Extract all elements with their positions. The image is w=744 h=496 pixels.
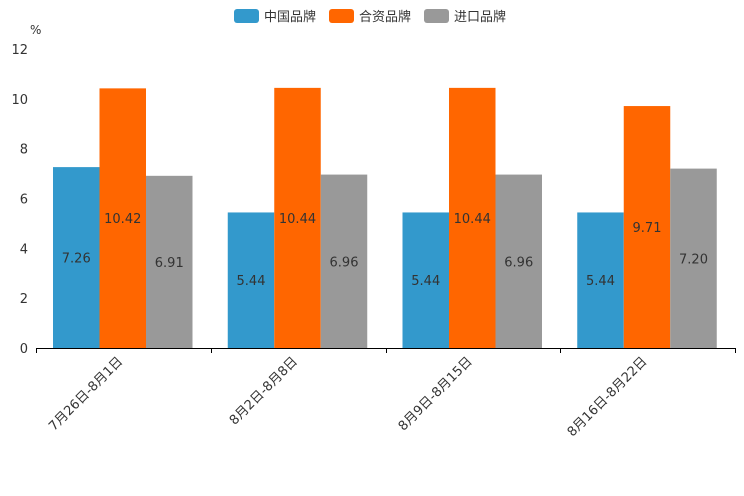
bar-value-label: 7.26 [62, 252, 91, 267]
bar-series-1-cat-3 [623, 106, 671, 348]
y-tick-label: 8 [20, 143, 28, 158]
bar-value-label: 7.20 [679, 252, 708, 267]
x-category-label: 8月2日-8月8日 [227, 354, 301, 428]
y-tick-label: 2 [20, 292, 28, 307]
bar-labels: 7.26 10.42 6.91 5.44 10.44 6.96 5.44 10.44 6.96 5… [62, 212, 708, 289]
y-axis-ticks: 0 2 4 6 8 10 12 [11, 43, 28, 357]
bar-series-0-cat-0 [53, 167, 100, 348]
bar-value-label: 9.71 [633, 221, 662, 236]
legend-swatch-china-brand [234, 9, 259, 23]
x-axis: 7月26日-8月1日 8月2日-8月8日 8月9日-8月15日 8月16日-8月22日 [36, 348, 736, 440]
x-category-label: 7月26日-8月1日 [46, 354, 126, 434]
legend-label-joint-venture-brand: 合资品牌 [359, 9, 411, 25]
bar-value-label: 5.44 [411, 274, 440, 289]
bars [53, 87, 717, 349]
bar-series-0-cat-3 [577, 212, 624, 348]
bar-value-label: 5.44 [586, 274, 615, 289]
y-tick-label: 0 [20, 342, 28, 357]
bar-value-label: 10.44 [279, 212, 316, 227]
legend-label-china-brand: 中国品牌 [264, 9, 316, 25]
x-category-label: 8月9日-8月15日 [396, 354, 476, 434]
legend-label-imported-brand: 进口品牌 [454, 9, 506, 25]
x-category-label: 8月16日-8月22日 [565, 354, 651, 440]
y-tick-label: 4 [20, 242, 28, 257]
y-axis-unit: % [30, 23, 41, 37]
bar-series-1-cat-2 [449, 87, 496, 349]
legend-swatch-joint-venture-brand [329, 9, 354, 23]
bar-series-1-cat-0 [99, 88, 146, 348]
bar-value-label: 6.96 [504, 255, 533, 270]
bar-value-label: 5.44 [237, 274, 266, 289]
bar-series-0-cat-2 [402, 212, 449, 348]
bar-series-2-cat-0 [146, 175, 193, 348]
bar-value-label: 6.96 [330, 255, 359, 270]
y-tick-label: 6 [20, 193, 28, 208]
bar-value-label: 6.91 [155, 256, 184, 271]
y-tick-label: 12 [11, 43, 28, 58]
legend: 中国品牌 合资品牌 进口品牌 [234, 9, 506, 25]
bar-value-label: 10.42 [104, 212, 141, 227]
bar-value-label: 10.44 [454, 212, 491, 227]
legend-swatch-imported-brand [424, 9, 449, 23]
bar-series-2-cat-2 [495, 174, 542, 348]
y-tick-label: 10 [11, 93, 28, 108]
bar-series-0-cat-1 [227, 212, 275, 348]
bar-series-1-cat-1 [274, 87, 321, 349]
bar-series-2-cat-3 [670, 168, 717, 348]
bar-series-2-cat-1 [320, 174, 368, 348]
